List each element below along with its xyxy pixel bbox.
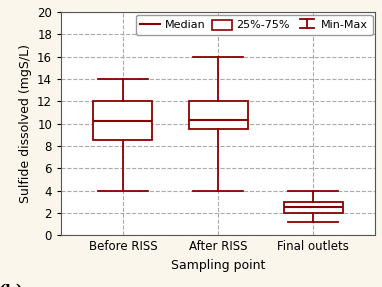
Text: (b): (b) [0,284,23,287]
Y-axis label: Sulfide dissolved (mgS/L): Sulfide dissolved (mgS/L) [19,44,32,203]
Bar [94,101,152,140]
Bar [189,101,248,129]
Bar [284,202,343,213]
Legend: Median, 25%-75%, Min-Max: Median, 25%-75%, Min-Max [136,15,372,35]
X-axis label: Sampling point: Sampling point [171,259,265,272]
